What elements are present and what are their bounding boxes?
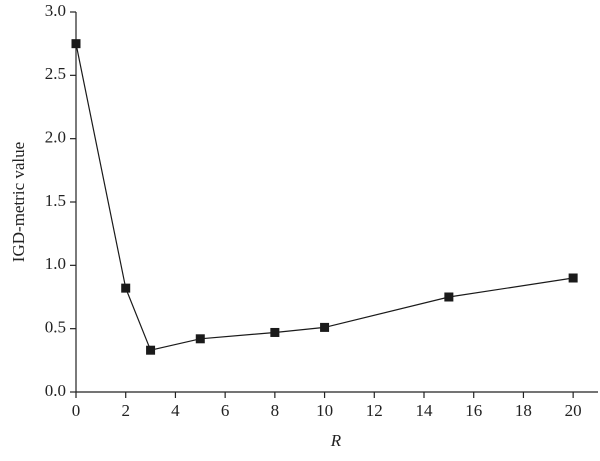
point-marker [568,273,578,283]
y-tick-label: 2.5 [45,64,66,83]
x-tick-label: 14 [416,401,434,420]
y-tick-label: 0.0 [45,381,66,400]
x-tick-label: 16 [465,401,482,420]
point-marker [444,292,454,302]
x-tick-label: 10 [316,401,333,420]
x-axis-label: R [330,431,342,450]
y-tick-label: 1.5 [45,191,66,210]
x-tick-label: 4 [171,401,180,420]
point-marker [320,322,330,332]
x-tick-label: 0 [72,401,81,420]
point-marker [71,39,81,49]
x-tick-label: 6 [221,401,230,420]
x-tick-label: 8 [271,401,280,420]
y-tick-label: 2.0 [45,128,66,147]
x-tick-label: 12 [366,401,383,420]
x-tick-label: 2 [121,401,130,420]
y-tick-label: 0.5 [45,318,66,337]
y-tick-label: 3.0 [45,1,66,20]
y-axis-label: IGD-metric value [9,142,28,262]
point-marker [121,283,131,293]
point-marker [146,345,156,355]
x-tick-label: 18 [515,401,532,420]
x-tick-label: 20 [565,401,582,420]
point-marker [195,334,205,344]
y-tick-label: 1.0 [45,254,66,273]
point-marker [270,327,280,337]
series-line [75,43,574,351]
